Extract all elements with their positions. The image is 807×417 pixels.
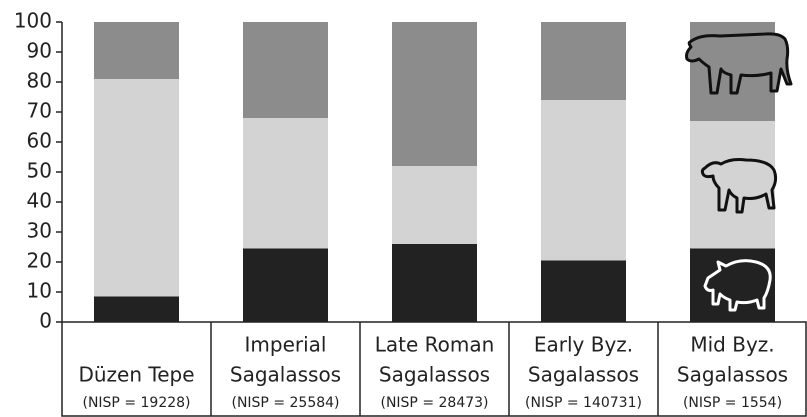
bar-segment (243, 248, 328, 322)
y-tick-label: 70 (27, 99, 52, 123)
bar-segment (94, 79, 179, 297)
cow-icon (685, 32, 793, 95)
sample-size-label: (NISP = 25584) (231, 395, 339, 411)
sample-size-label: (NISP = 140731) (525, 395, 642, 411)
animal-icons (685, 32, 793, 312)
y-tick-label: 20 (27, 249, 52, 273)
y-tick-label: 30 (27, 219, 52, 243)
y-tick-label: 90 (27, 39, 52, 63)
x-category-label: Sagalassos (677, 363, 788, 387)
sample-size-label: (NISP = 28473) (380, 395, 488, 411)
y-tick-label: 80 (27, 69, 52, 93)
bar-segment (94, 296, 179, 322)
bar-segment (94, 22, 179, 79)
bar-segment (243, 22, 328, 118)
x-category-label: Sagalassos (528, 363, 639, 387)
bar-segment (541, 260, 626, 322)
x-category-label: Early Byz. (534, 333, 633, 357)
x-category-label: Sagalassos (230, 363, 341, 387)
y-tick-label: 100 (14, 9, 52, 33)
x-category-label: Imperial (245, 333, 327, 357)
x-category-label: Sagalassos (379, 363, 490, 387)
y-tick-label: 60 (27, 129, 52, 153)
pig-icon (703, 259, 772, 312)
bar-segment (243, 118, 328, 249)
table-border (61, 321, 807, 417)
x-category-label: Düzen Tepe (78, 363, 194, 387)
sheep-icon (700, 158, 778, 214)
bar-segment (392, 22, 477, 166)
y-tick-label: 0 (39, 309, 52, 333)
bar-segment (541, 100, 626, 261)
sample-size-label: (NISP = 1554) (683, 395, 782, 411)
bar-segment (392, 166, 477, 244)
x-category-label: Mid Byz. (690, 333, 774, 357)
sample-size-label: (NISP = 19228) (82, 395, 190, 411)
y-tick-label: 40 (27, 189, 52, 213)
bar-segment (541, 22, 626, 100)
bar-segment (392, 244, 477, 322)
x-category-label: Late Roman (375, 333, 495, 357)
y-tick-label: 50 (27, 159, 52, 183)
y-tick-label: 10 (27, 279, 52, 303)
